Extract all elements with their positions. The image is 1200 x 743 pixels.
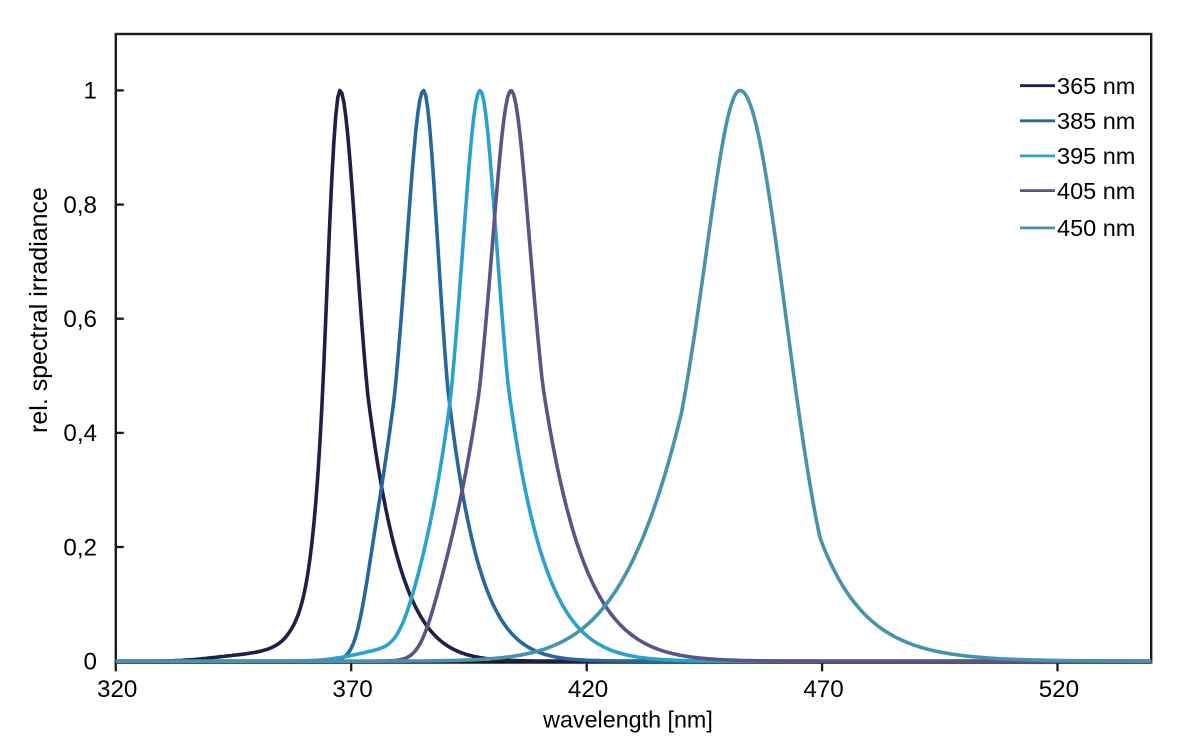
svg-text:0,4: 0,4 — [63, 420, 97, 447]
svg-text:0,8: 0,8 — [63, 192, 97, 219]
svg-text:420: 420 — [568, 676, 608, 703]
svg-text:520: 520 — [1039, 676, 1079, 703]
svg-text:395 nm: 395 nm — [1057, 143, 1135, 169]
svg-text:385 nm: 385 nm — [1057, 108, 1135, 134]
svg-text:0,2: 0,2 — [63, 534, 97, 561]
svg-text:rel. spectral irradiance: rel. spectral irradiance — [25, 187, 53, 433]
svg-text:470: 470 — [803, 676, 843, 703]
svg-text:370: 370 — [332, 676, 372, 703]
svg-text:0,6: 0,6 — [63, 306, 97, 333]
svg-text:1: 1 — [84, 78, 97, 105]
svg-text:405 nm: 405 nm — [1057, 178, 1135, 204]
svg-text:365 nm: 365 nm — [1057, 73, 1135, 99]
svg-text:0: 0 — [84, 649, 97, 676]
svg-text:wavelength [nm]: wavelength [nm] — [542, 707, 713, 733]
svg-text:320: 320 — [97, 676, 137, 703]
svg-text:450 nm: 450 nm — [1057, 215, 1135, 241]
